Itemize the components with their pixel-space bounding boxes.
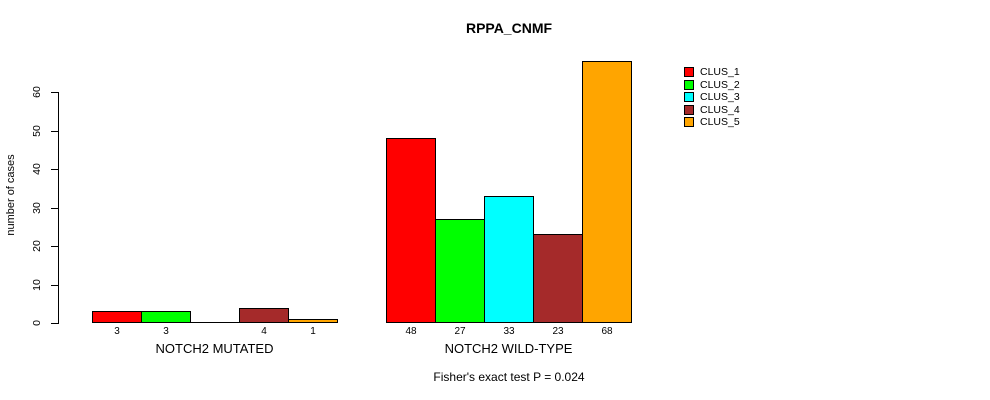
bar-clus_3-mutated [190,322,240,323]
y-tick-mark [51,208,59,209]
bar-clus_4-mutated [239,308,289,323]
x-group-label-mutated: NOTCH2 MUTATED [155,341,274,356]
x-group-label-wild-type: NOTCH2 WILD-TYPE [444,341,573,356]
bar-value-label: 68 [601,326,613,337]
legend-swatch-clus_5 [684,117,694,127]
bar-value-label: 1 [310,326,316,337]
bar-value-label: 4 [261,326,267,337]
y-axis-line [58,92,59,323]
y-tick-mark [51,131,59,132]
legend-label-clus_4: CLUS_4 [700,104,740,116]
y-tick-mark [51,92,59,93]
bar-value-label: 23 [552,326,564,337]
y-tick-mark [51,323,59,324]
bar-clus_2-mutated [141,311,191,323]
bar-value-label: 33 [503,326,515,337]
y-tick-mark [51,285,59,286]
chart-title: RPPA_CNMF [465,20,553,36]
bar-value-label: 48 [405,326,417,337]
bar-clus_2-wild-type [435,219,485,323]
legend-label-clus_3: CLUS_3 [700,91,740,103]
legend-swatch-clus_3 [684,92,694,102]
legend-swatch-clus_1 [684,67,694,77]
y-tick-mark [51,246,59,247]
bar-value-label: 3 [163,326,169,337]
bar-clus_5-wild-type [582,61,632,323]
legend-label-clus_2: CLUS_2 [700,79,740,91]
legend-swatch-clus_4 [684,105,694,115]
legend-swatch-clus_2 [684,80,694,90]
bar-value-label: 3 [114,326,120,337]
legend-label-clus_5: CLUS_5 [700,116,740,128]
bar-clus_3-wild-type [484,196,534,323]
bar-clus_5-mutated [288,319,338,323]
bar-clus_4-wild-type [533,234,583,323]
caption-fisher-test: Fisher's exact test P = 0.024 [433,370,585,384]
bar-value-label: 27 [454,326,466,337]
y-tick-mark [51,169,59,170]
legend-label-clus_1: CLUS_1 [700,66,740,78]
